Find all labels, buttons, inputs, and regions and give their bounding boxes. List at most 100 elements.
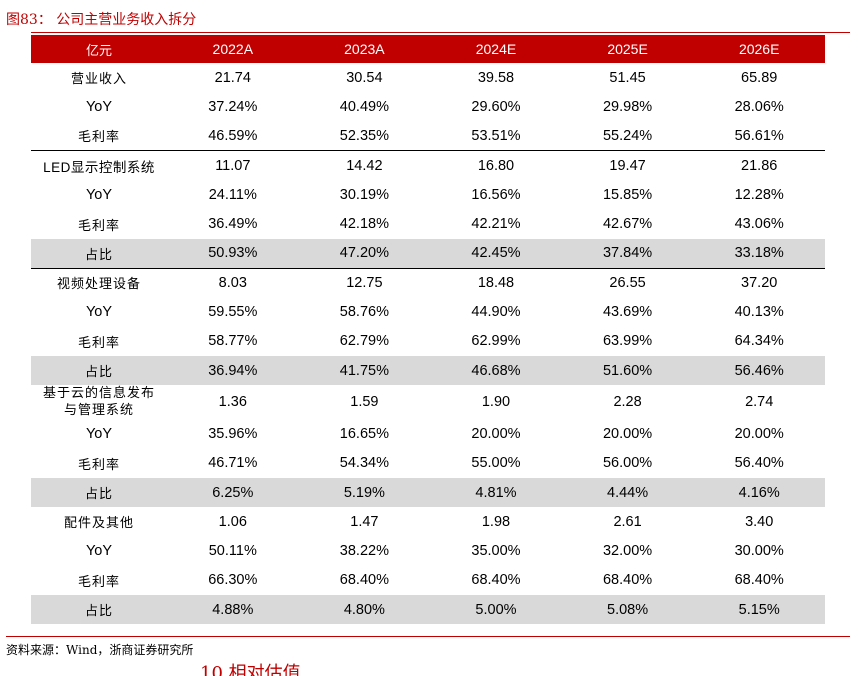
table-row: YoY 37.24% 40.49% 29.60% 29.98% 28.06%	[31, 92, 825, 121]
value-cell: 5.15%	[738, 601, 780, 618]
value-cell: 64.34%	[734, 333, 784, 350]
value-cell: 43.69%	[602, 304, 653, 321]
row-label: YoY	[85, 304, 113, 321]
value-cell: 37.20	[693, 267, 825, 298]
value-cell: 28.06%	[734, 98, 784, 115]
row-label: YoY	[85, 425, 113, 442]
value-cell: 41.75%	[339, 362, 389, 379]
value-cell: 1.98	[481, 513, 511, 530]
table-row: 毛利率 36.49% 42.18% 42.21% 42.67% 43.06%	[31, 209, 825, 238]
value-cell: 40.13%	[734, 304, 784, 321]
table-row: 基于云的信息发布 与管理系统 1.36 1.59 1.90 2.28 2.74	[31, 385, 825, 419]
value-cell: 2.28	[613, 394, 642, 411]
row-label: 毛利率	[77, 218, 120, 234]
value-cell: 58.77%	[208, 333, 258, 350]
table-row: LED显示控制系统 11.07 14.42 16.80 19.47 21.86	[31, 150, 825, 181]
header-cell-2023a: 2023A	[344, 41, 385, 57]
value-cell: 37.24%	[208, 98, 258, 115]
value-cell: 36.49%	[208, 216, 258, 233]
value-cell: 51.45	[609, 69, 646, 86]
next-section-heading-cut: 10 相对估值	[200, 663, 301, 676]
value-cell: 38.22%	[339, 543, 389, 560]
top-rule	[31, 32, 850, 33]
table-row: 视频处理设备 8.03 12.75 18.48 26.55 37.20	[31, 267, 825, 298]
value-cell: 16.65%	[339, 425, 389, 442]
value-cell: 36.94%	[208, 362, 258, 379]
value-cell: 32.00%	[602, 543, 653, 560]
table-body: 营业收入 21.74 30.54 39.58 51.45 65.89 YoY 37.24% 40…	[31, 63, 825, 625]
row-label: 毛利率	[77, 574, 120, 590]
row-label: 视频处理设备	[31, 267, 167, 298]
value-cell: 6.25%	[212, 484, 254, 501]
table-row: 毛利率 46.59% 52.35% 53.51% 55.24% 56.61%	[31, 122, 825, 151]
value-cell: 58.76%	[339, 304, 389, 321]
row-label: 毛利率	[77, 457, 120, 473]
table-row: YoY 50.11% 38.22% 35.00% 32.00% 30.00%	[31, 536, 825, 565]
value-cell: 59.55%	[208, 304, 258, 321]
value-cell: 16.80	[430, 150, 562, 181]
row-label: YoY	[85, 543, 113, 560]
value-cell: 8.03	[167, 267, 299, 298]
value-cell: 56.46%	[734, 362, 784, 379]
value-cell: 55.24%	[602, 127, 653, 144]
value-cell: 68.40%	[734, 572, 784, 589]
value-cell: 4.80%	[343, 601, 385, 618]
value-cell: 42.45%	[471, 245, 521, 262]
table-row: 毛利率 46.71% 54.34% 55.00% 56.00% 56.40%	[31, 449, 825, 478]
row-label: 配件及其他	[63, 516, 134, 532]
value-cell: 63.99%	[602, 333, 653, 350]
table-row: 占比 6.25% 5.19% 4.81% 4.44% 4.16%	[31, 477, 825, 508]
table-row: 营业收入 21.74 30.54 39.58 51.45 65.89	[31, 63, 825, 92]
value-cell: 37.84%	[602, 245, 653, 262]
value-cell: 4.81%	[475, 484, 517, 501]
value-cell: 12.75	[298, 267, 431, 298]
table-row: 占比 4.88% 4.80% 5.00% 5.08% 5.15%	[31, 595, 825, 625]
value-cell: 50.11%	[208, 543, 257, 560]
value-cell: 62.79%	[339, 333, 389, 350]
value-cell: 46.68%	[471, 362, 521, 379]
value-cell: 14.42	[298, 150, 431, 181]
row-label: YoY	[85, 186, 113, 203]
value-cell: 40.49%	[339, 98, 389, 115]
value-cell: 55.00%	[471, 455, 521, 472]
header-row: 亿元 2022A 2023A 2024E 2025E 2026E	[31, 35, 825, 63]
value-cell: 29.60%	[471, 98, 521, 115]
value-cell: 33.18%	[734, 245, 784, 262]
row-label: 毛利率	[77, 335, 120, 351]
value-cell: 68.40%	[471, 572, 521, 589]
value-cell: 68.40%	[602, 572, 653, 589]
value-cell: 54.34%	[339, 455, 389, 472]
value-cell: 4.44%	[607, 484, 649, 501]
row-label: 毛利率	[77, 130, 120, 146]
value-cell: 4.16%	[738, 484, 780, 501]
value-cell: 46.59%	[208, 127, 258, 144]
value-cell: 1.90	[481, 394, 511, 411]
table-row: YoY 24.11% 30.19% 16.56% 15.85% 12.28%	[31, 180, 825, 209]
value-cell: 2.74	[745, 394, 774, 411]
value-cell: 50.93%	[208, 245, 258, 262]
value-cell: 19.47	[561, 150, 694, 181]
value-cell: 20.00%	[602, 425, 653, 442]
value-cell: 30.00%	[734, 543, 784, 560]
value-cell: 3.40	[745, 513, 774, 530]
value-cell: 56.61%	[734, 127, 784, 144]
row-label-line: 基于云的信息发布	[42, 386, 155, 402]
row-label: 占比	[84, 365, 113, 381]
row-label: YoY	[85, 98, 113, 115]
row-label: 占比	[84, 604, 113, 620]
value-cell: 1.59	[350, 394, 379, 411]
table-row: 占比 36.94% 41.75% 46.68% 51.60% 56.46%	[31, 355, 825, 386]
value-cell: 20.00%	[734, 425, 784, 442]
figure-title: 图83： 公司主营业务收入拆分	[6, 12, 197, 28]
value-cell: 16.56%	[471, 186, 521, 203]
table-row: 毛利率 58.77% 62.79% 62.99% 63.99% 64.34%	[31, 327, 825, 356]
value-cell: 5.19%	[343, 484, 385, 501]
value-cell: 42.21%	[471, 216, 521, 233]
header-cell-2022a: 2022A	[212, 41, 254, 57]
table-row: 毛利率 66.30% 68.40% 68.40% 68.40% 68.40%	[31, 566, 825, 595]
value-cell: 56.40%	[734, 455, 784, 472]
value-cell: 44.90%	[471, 304, 521, 321]
value-cell: 5.00%	[475, 601, 517, 618]
header-cell-unit: 亿元	[85, 43, 112, 59]
value-cell: 1.06	[218, 513, 247, 530]
